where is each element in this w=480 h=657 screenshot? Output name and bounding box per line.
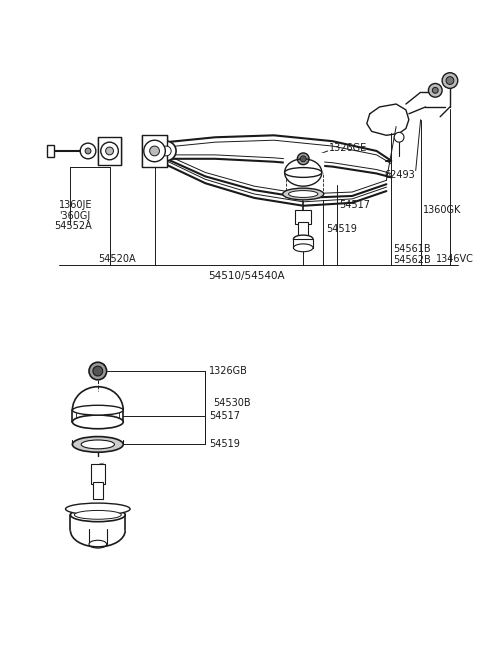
Ellipse shape — [72, 437, 123, 452]
Circle shape — [156, 141, 176, 161]
Circle shape — [144, 140, 165, 162]
Text: 54519: 54519 — [326, 224, 357, 234]
Text: 1326GB: 1326GB — [209, 366, 248, 376]
Text: 62493: 62493 — [384, 170, 415, 181]
Text: '360GJ: '360GJ — [59, 210, 90, 221]
Text: 54510/54540A: 54510/54540A — [208, 271, 285, 281]
Text: 54530B: 54530B — [213, 398, 251, 409]
Ellipse shape — [81, 440, 114, 449]
Circle shape — [101, 142, 119, 160]
Bar — [295, 210, 311, 224]
Ellipse shape — [72, 405, 123, 415]
Bar — [47, 145, 54, 157]
Bar — [142, 135, 167, 167]
Bar — [284, 153, 323, 173]
Circle shape — [394, 132, 404, 142]
Circle shape — [161, 146, 171, 156]
Ellipse shape — [71, 508, 125, 522]
Ellipse shape — [72, 415, 123, 429]
Text: 54562B: 54562B — [393, 254, 431, 265]
Circle shape — [106, 147, 113, 155]
Text: 1326GE: 1326GE — [329, 143, 367, 153]
Circle shape — [93, 366, 103, 376]
Bar — [91, 464, 105, 484]
Circle shape — [429, 83, 442, 97]
Text: 1360GK: 1360GK — [422, 205, 461, 215]
Bar — [93, 482, 103, 499]
Ellipse shape — [293, 235, 313, 243]
Bar — [293, 239, 313, 248]
Circle shape — [300, 156, 306, 162]
Ellipse shape — [285, 159, 322, 186]
Text: 54519: 54519 — [209, 440, 240, 449]
Ellipse shape — [283, 188, 324, 200]
Circle shape — [297, 153, 309, 165]
Ellipse shape — [74, 510, 121, 519]
Bar — [299, 222, 308, 239]
Ellipse shape — [293, 244, 313, 252]
Circle shape — [446, 77, 454, 85]
Text: 54552A: 54552A — [54, 221, 92, 231]
Circle shape — [80, 143, 96, 159]
Text: 54517: 54517 — [339, 200, 371, 210]
Circle shape — [442, 73, 458, 89]
Bar — [98, 137, 121, 165]
Text: 54517: 54517 — [209, 411, 240, 421]
Circle shape — [85, 148, 91, 154]
Text: 54561B: 54561B — [393, 244, 431, 254]
Ellipse shape — [89, 540, 107, 548]
Circle shape — [432, 87, 438, 93]
Text: 1346VC: 1346VC — [436, 254, 474, 263]
Text: 54520A: 54520A — [98, 254, 135, 263]
Circle shape — [89, 362, 107, 380]
Ellipse shape — [288, 191, 318, 198]
Text: 1360JE: 1360JE — [59, 200, 92, 210]
Circle shape — [150, 146, 159, 156]
Ellipse shape — [66, 503, 130, 515]
Ellipse shape — [285, 168, 322, 177]
